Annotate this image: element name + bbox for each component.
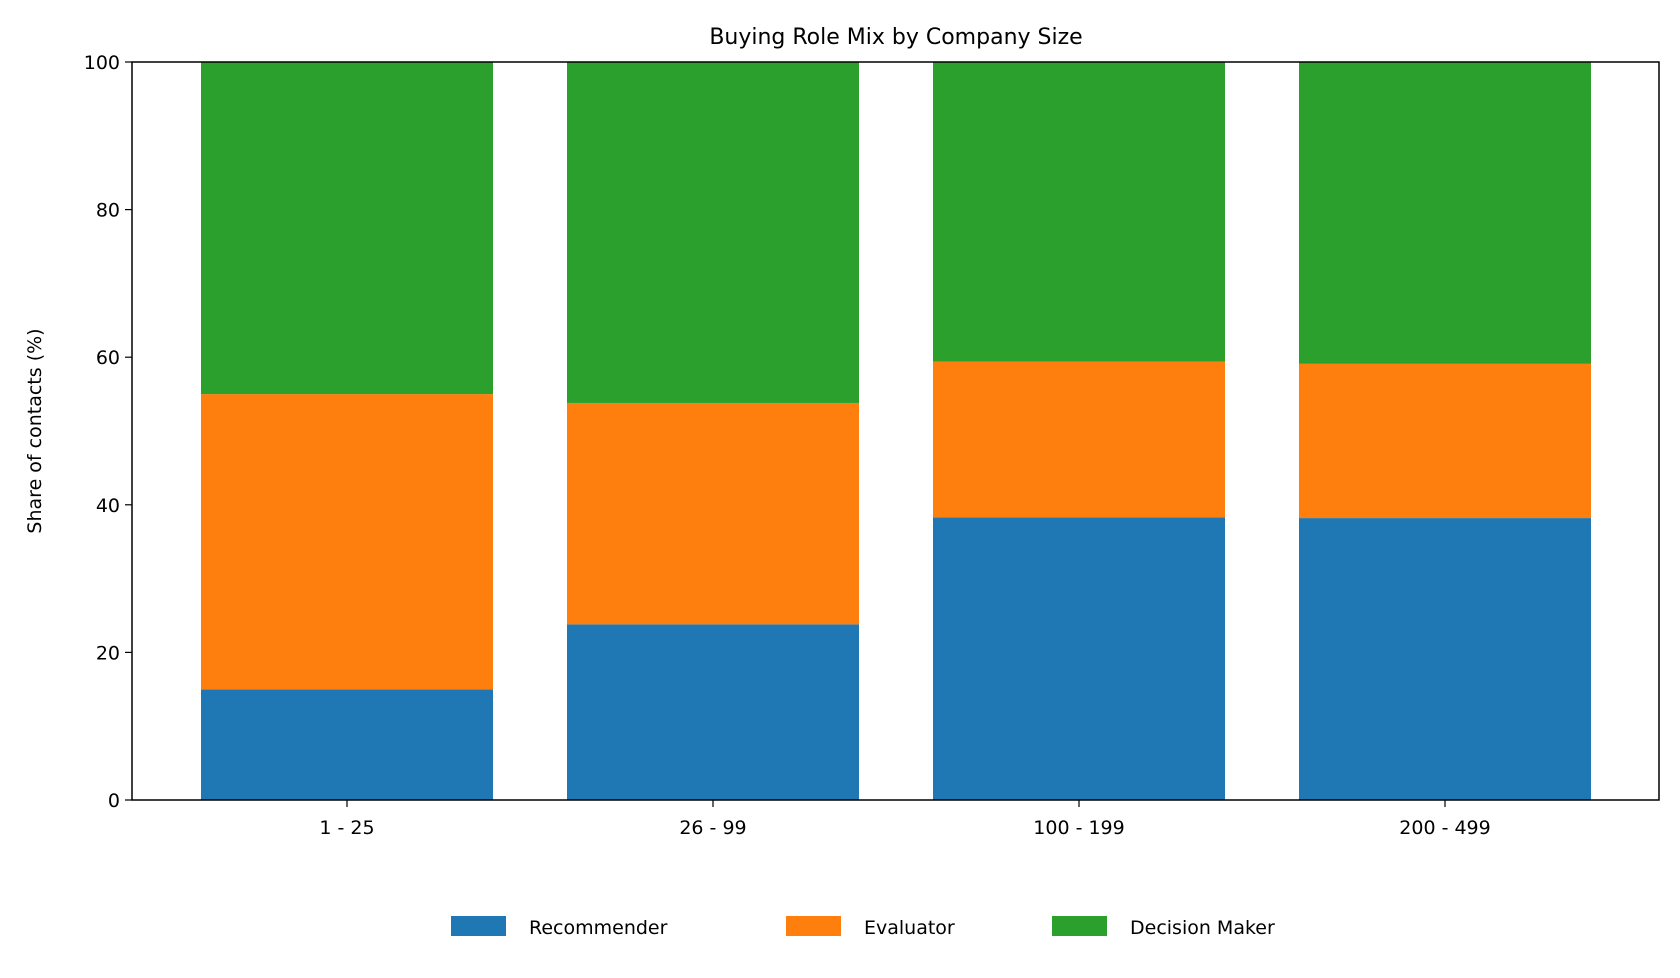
bar-recommender-2 — [933, 517, 1225, 800]
plot-frame — [131, 61, 1660, 801]
y-tick-label: 0 — [108, 790, 120, 812]
bar-evaluator-1 — [567, 402, 859, 625]
y-tick-label: 20 — [96, 642, 120, 664]
legend-swatch-decision-maker — [1052, 916, 1107, 936]
bar-evaluator-3 — [1299, 363, 1591, 519]
x-tick-label: 1 - 25 — [319, 817, 374, 839]
y-tick-label: 60 — [96, 347, 120, 369]
legend-label: Evaluator — [864, 917, 955, 939]
y-tick-label: 80 — [96, 200, 120, 222]
bar-decision-maker-3 — [1299, 62, 1591, 364]
x-tick-label: 100 - 199 — [1033, 817, 1124, 839]
bar-recommender-0 — [201, 689, 493, 800]
x-tick-label: 26 - 99 — [679, 817, 746, 839]
y-axis-label: Share of contacts (%) — [24, 328, 46, 533]
legend-swatch-recommender — [451, 916, 506, 936]
y-tick-label: 100 — [84, 52, 120, 74]
y-tick-label: 40 — [96, 495, 120, 517]
bar-decision-maker-0 — [201, 62, 493, 395]
bar-evaluator-0 — [201, 394, 493, 690]
x-tick-label: 200 - 499 — [1399, 817, 1490, 839]
legend-swatch-evaluator — [786, 916, 841, 936]
bar-decision-maker-2 — [933, 62, 1225, 362]
bar-recommender-3 — [1299, 518, 1591, 800]
legend-label: Decision Maker — [1130, 917, 1275, 939]
bar-recommender-1 — [567, 624, 859, 800]
bar-decision-maker-1 — [567, 62, 859, 403]
bar-evaluator-2 — [933, 361, 1225, 518]
legend-label: Recommender — [529, 917, 668, 939]
chart-title: Buying Role Mix by Company Size — [709, 25, 1082, 50]
